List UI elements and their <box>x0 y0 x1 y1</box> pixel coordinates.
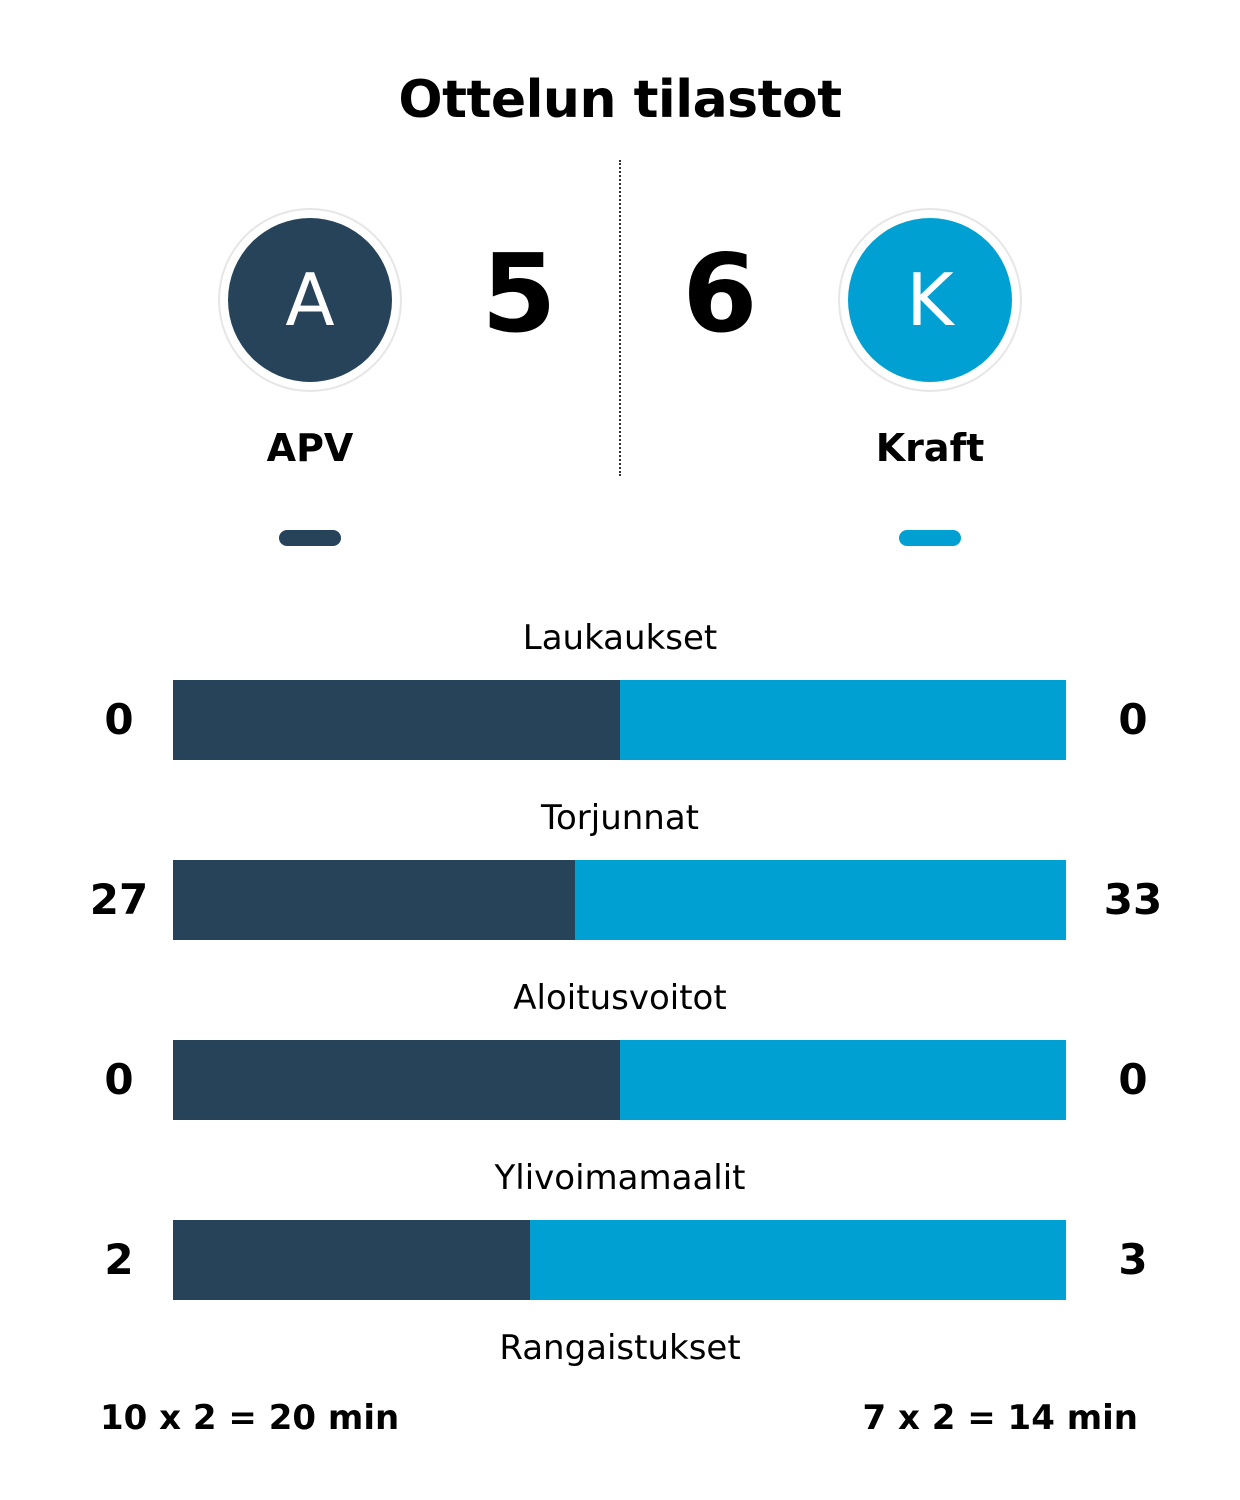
home-score: 5 <box>481 232 557 357</box>
stat-bar-away-segment <box>619 1040 1066 1120</box>
stat-bar-home-segment <box>173 1040 620 1120</box>
away-color-indicator <box>899 530 961 546</box>
stat-label-shots: Laukaukset <box>522 618 718 658</box>
stat-bar-away-segment <box>619 680 1066 760</box>
stat-bar-home-segment <box>173 680 620 760</box>
away-team-name: Kraft <box>875 426 985 470</box>
stat-bar-away-segment <box>530 1220 1066 1300</box>
away-team-avatar: K <box>838 208 1022 392</box>
stat-home-value-faceoffs: 0 <box>104 1055 134 1104</box>
stat-bar-home-segment <box>173 860 575 940</box>
home-team-name: APV <box>266 426 354 470</box>
away-team-initial: K <box>848 218 1012 382</box>
away-score: 6 <box>682 232 758 357</box>
center-divider <box>619 160 621 476</box>
stat-home-value-saves: 27 <box>89 875 149 924</box>
stat-bar-home-segment <box>173 1220 531 1300</box>
stat-away-value-faceoffs: 0 <box>1118 1055 1148 1104</box>
home-color-indicator <box>279 530 341 546</box>
home-team-initial: A <box>228 218 392 382</box>
stat-away-value-powerplay-goals: 3 <box>1118 1235 1148 1284</box>
stat-label-faceoffs: Aloitusvoitot <box>513 978 727 1018</box>
home-penalties: 10 x 2 = 20 min <box>100 1398 400 1438</box>
stat-label-penalties: Rangaistukset <box>499 1328 741 1368</box>
stat-label-powerplay-goals: Ylivoimamaalit <box>494 1158 746 1198</box>
stat-home-value-powerplay-goals: 2 <box>104 1235 134 1284</box>
stat-away-value-shots: 0 <box>1118 695 1148 744</box>
stat-bar-powerplay-goals <box>173 1220 1066 1300</box>
stat-bar-faceoffs <box>173 1040 1066 1120</box>
stat-away-value-saves: 33 <box>1103 875 1163 924</box>
page-title: Ottelun tilastot <box>398 70 842 130</box>
stat-home-value-shots: 0 <box>104 695 134 744</box>
stat-label-saves: Torjunnat <box>540 798 700 838</box>
stat-bar-shots <box>173 680 1066 760</box>
home-team-avatar: A <box>218 208 402 392</box>
stat-bar-saves <box>173 860 1066 940</box>
away-penalties: 7 x 2 = 14 min <box>862 1398 1138 1438</box>
stat-bar-away-segment <box>574 860 1066 940</box>
